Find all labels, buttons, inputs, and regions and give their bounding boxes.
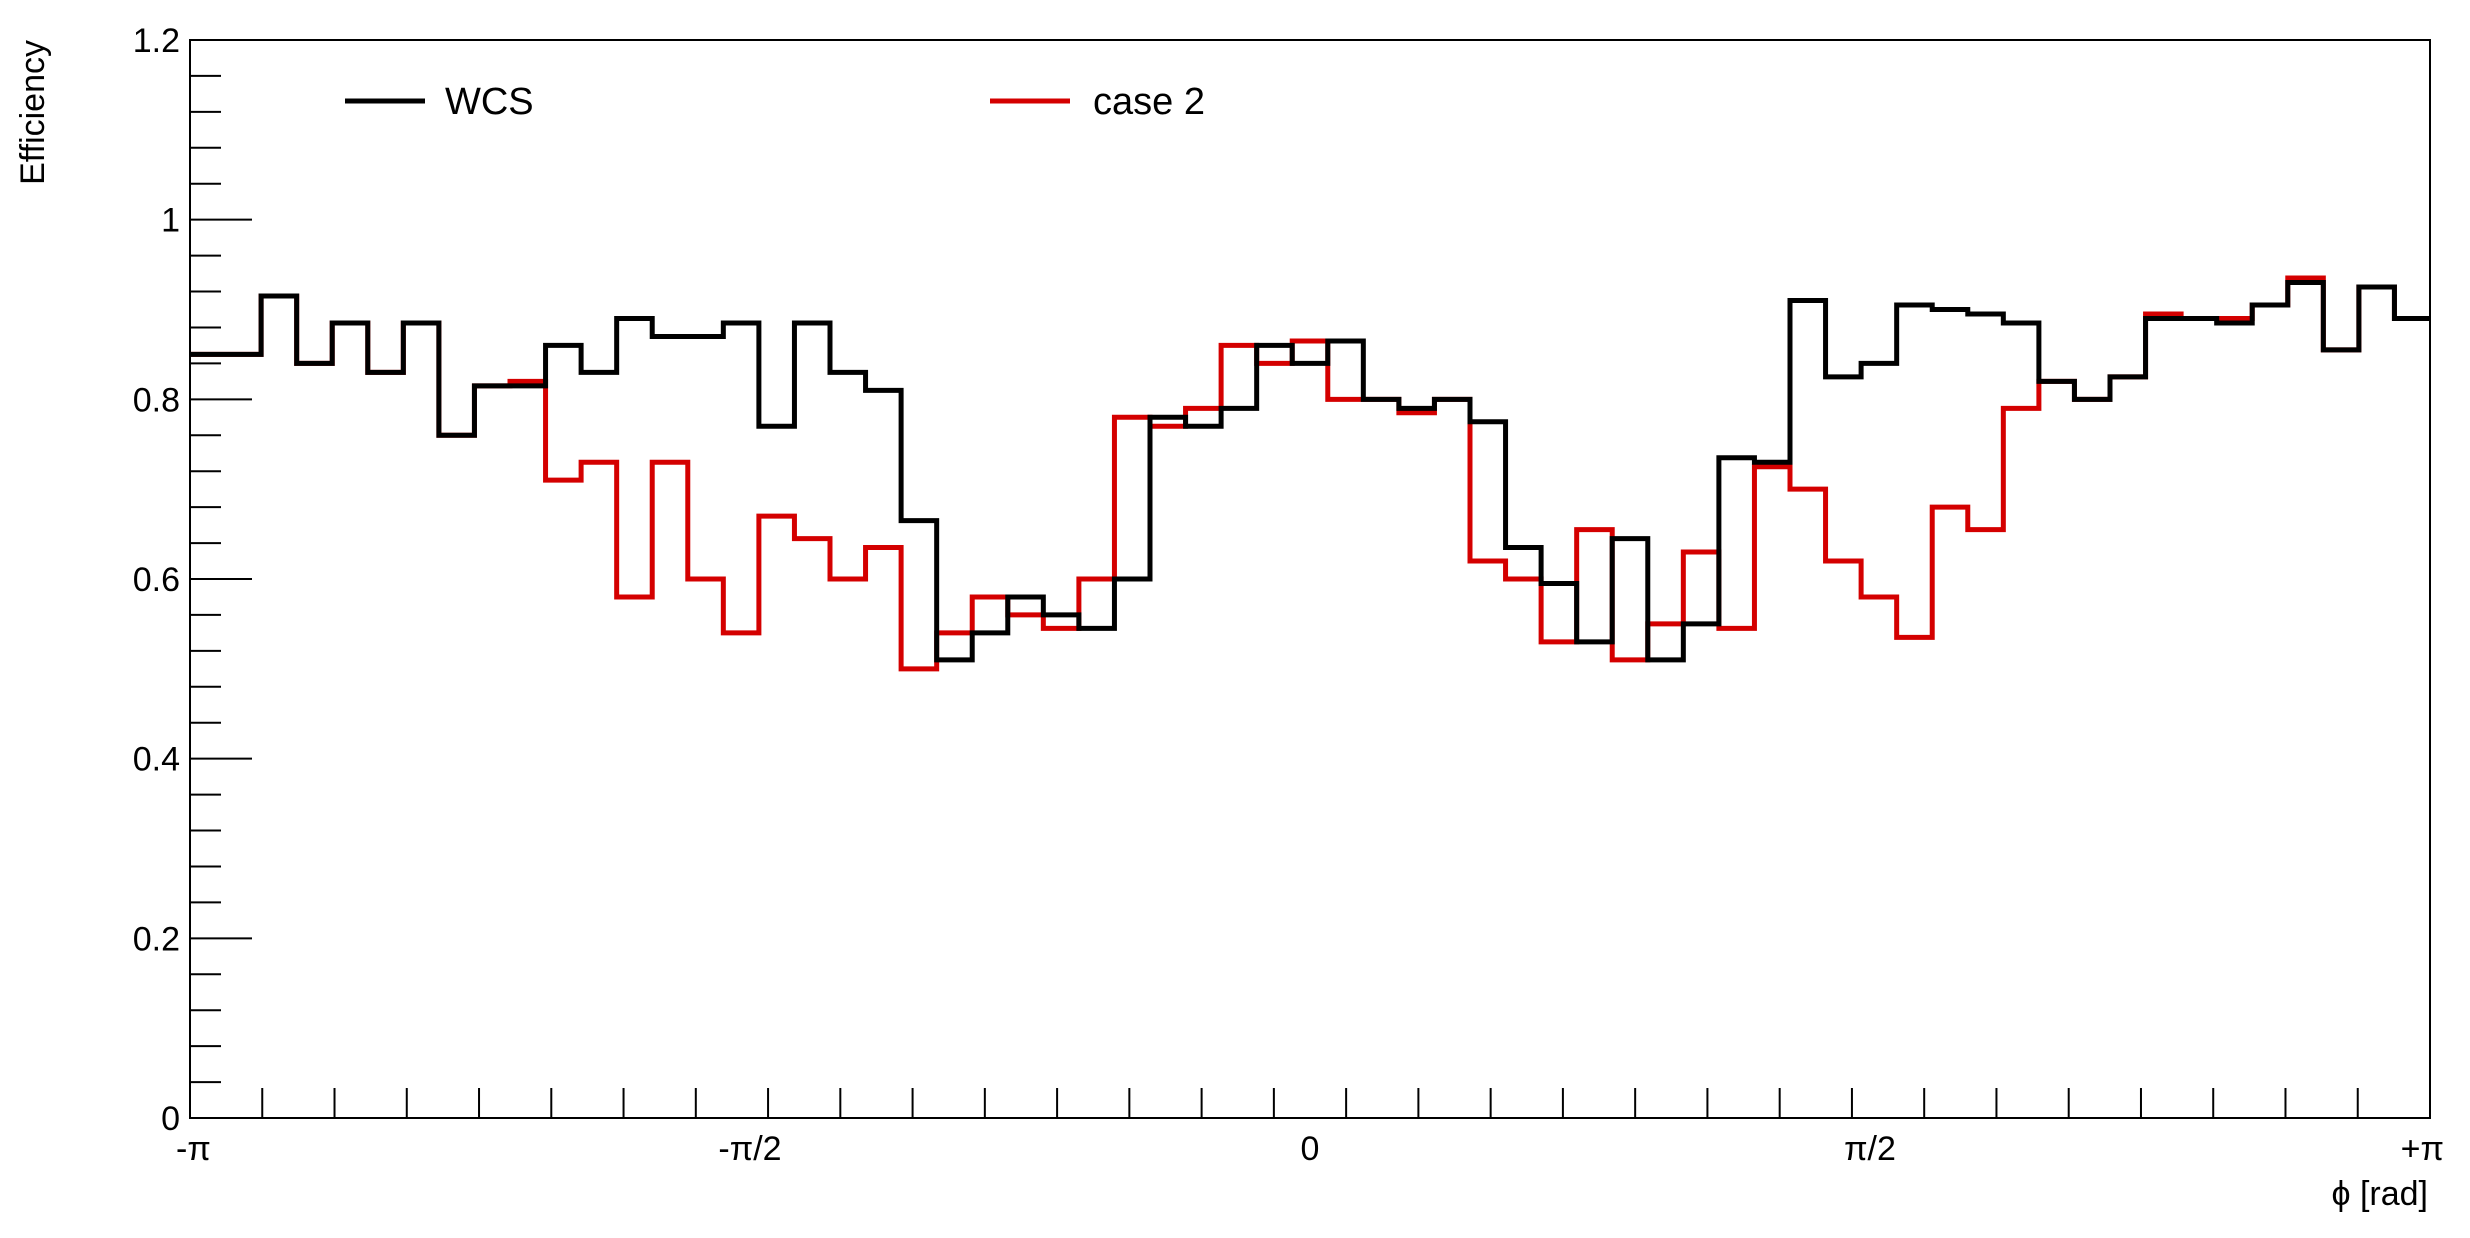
y-tick-label: 1 [161,202,180,240]
legend-label-wcs: WCS [445,81,534,123]
series-line-case-2 [190,275,2430,672]
y-tick-label: 0.2 [133,920,180,958]
x-tick-label: -π/2 [718,1130,781,1168]
series-layer [190,275,2430,672]
series-line-wcs [190,280,2430,663]
legend-label-case-2: case 2 [1093,81,1205,123]
y-tick-label: 1.2 [133,22,180,60]
x-tick-label: -π [176,1130,211,1168]
ticks-layer: 0 0.2 0.4 0.6 0.8 1 1.2 -π -π/2 0 π/2 +π [133,22,2444,1168]
y-tick-label: 0 [161,1100,180,1138]
y-axis-title: Efficiency [14,40,52,185]
y-tick-label: 0.6 [133,561,180,599]
x-axis-title: ϕ [rad] [2331,1175,2428,1213]
y-tick-label: 0.4 [133,741,180,779]
plot-frame [189,39,2431,1119]
x-tick-label: π/2 [1844,1130,1896,1168]
x-tick-label: 0 [1301,1130,1320,1168]
x-tick-label: +π [2401,1130,2444,1168]
y-tick-label: 0.8 [133,381,180,419]
legend: WCS case 2 [345,81,1205,123]
